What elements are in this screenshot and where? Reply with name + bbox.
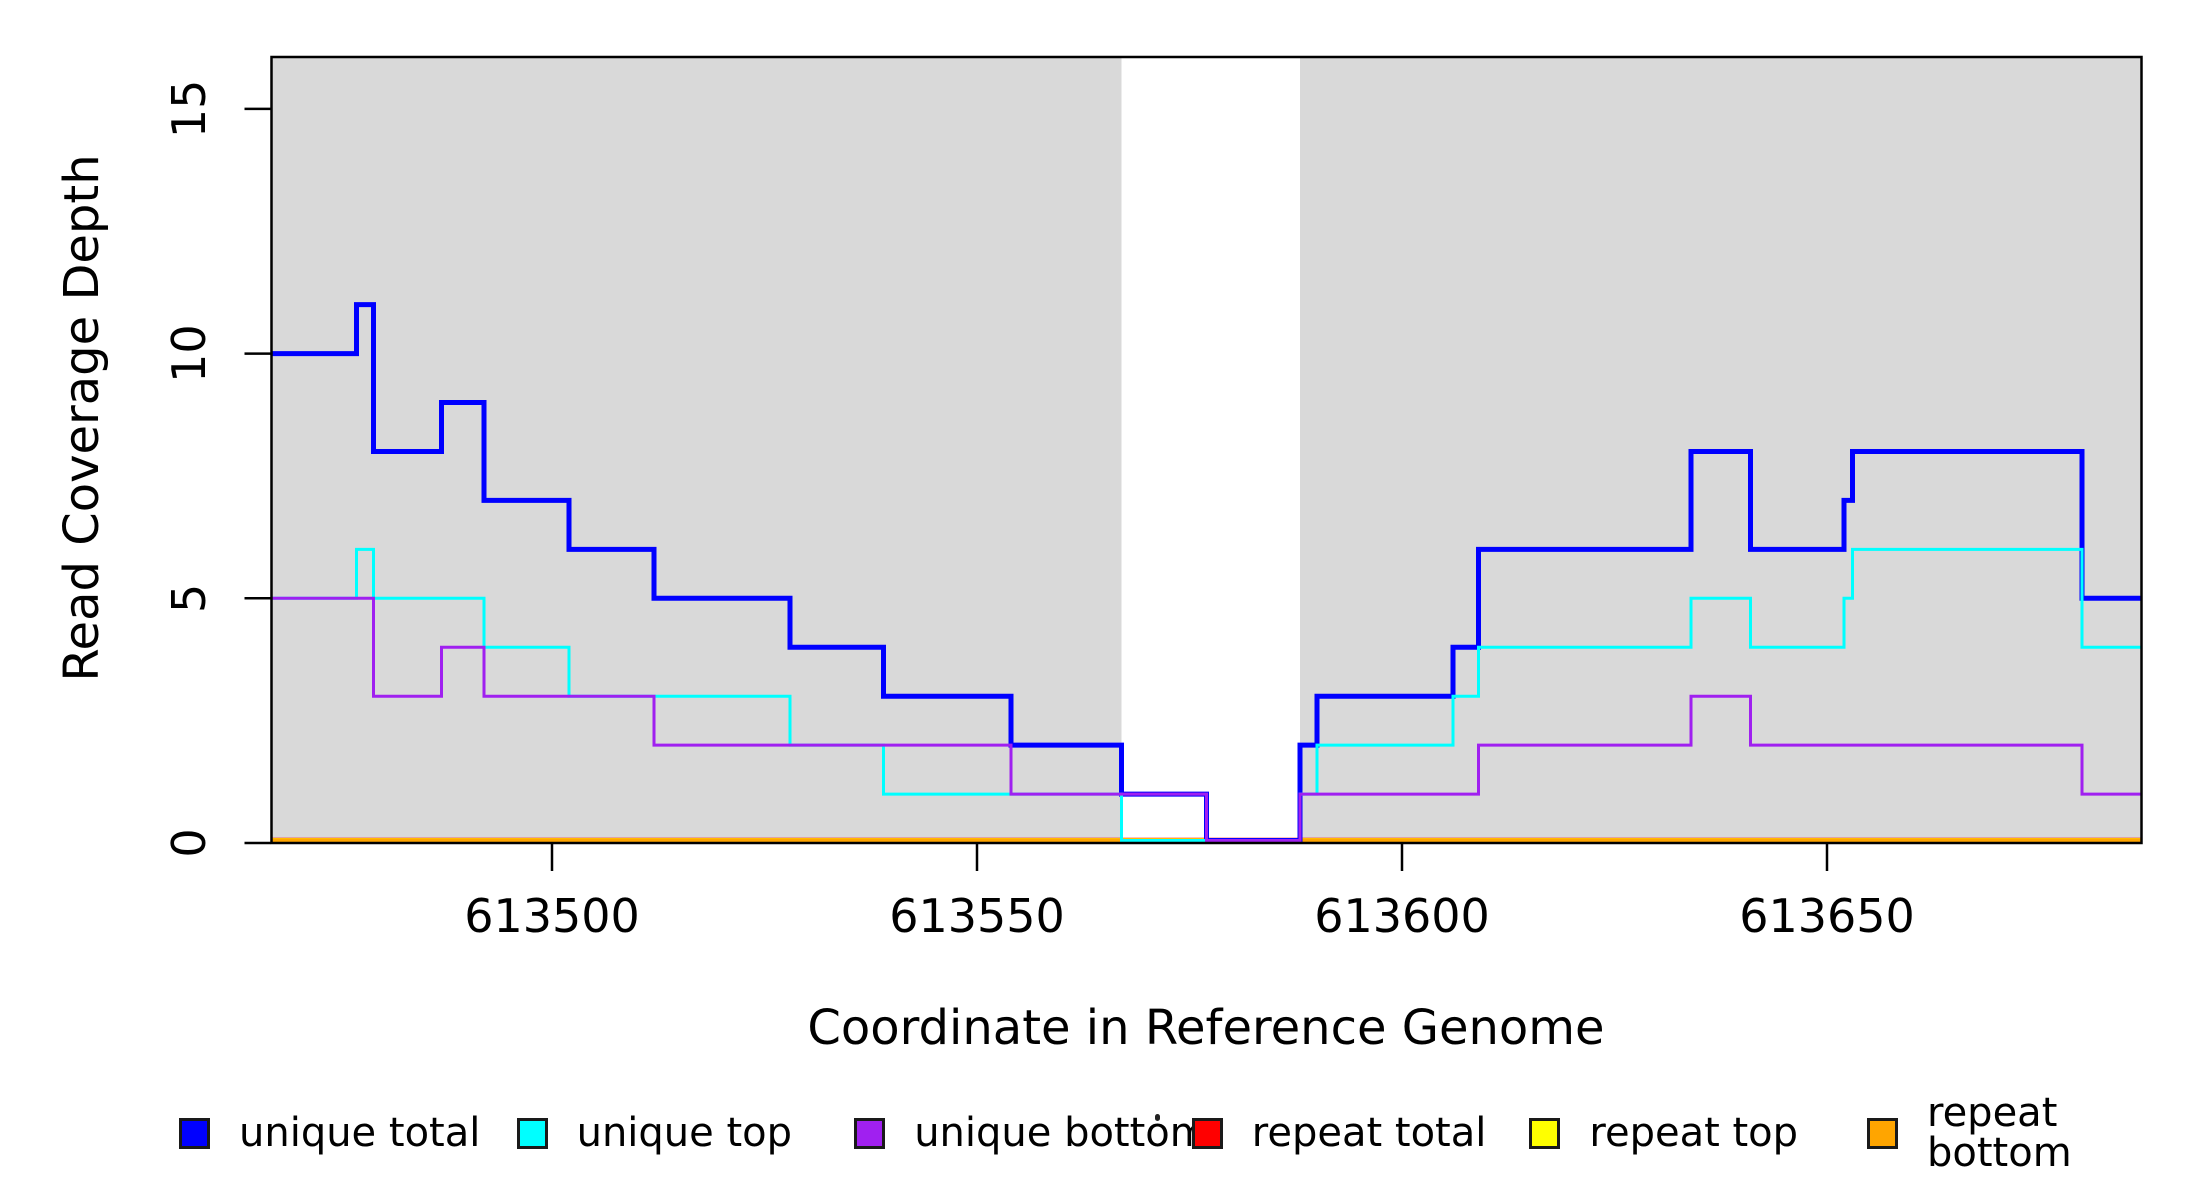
x-tick-label-613650: 613650 xyxy=(1739,889,1915,943)
y-tick-label-10: 10 xyxy=(162,324,216,383)
x-tick-label-613600: 613600 xyxy=(1314,889,1490,943)
x-tick-label-613500: 613500 xyxy=(464,889,640,943)
y-tick-label-15: 15 xyxy=(162,80,216,139)
plot-frame xyxy=(270,55,2143,845)
y-axis-title: Read Coverage Depth xyxy=(54,154,110,682)
series-line-unique-bottom xyxy=(271,596,2142,842)
ink-speck-artifact xyxy=(1155,1114,1160,1121)
y-tick-label-5: 5 xyxy=(162,584,216,613)
x-tick-label-613550: 613550 xyxy=(889,889,1065,943)
y-tick-label-0: 0 xyxy=(162,828,216,857)
x-axis-title: Coordinate in Reference Genome xyxy=(807,1000,1605,1056)
